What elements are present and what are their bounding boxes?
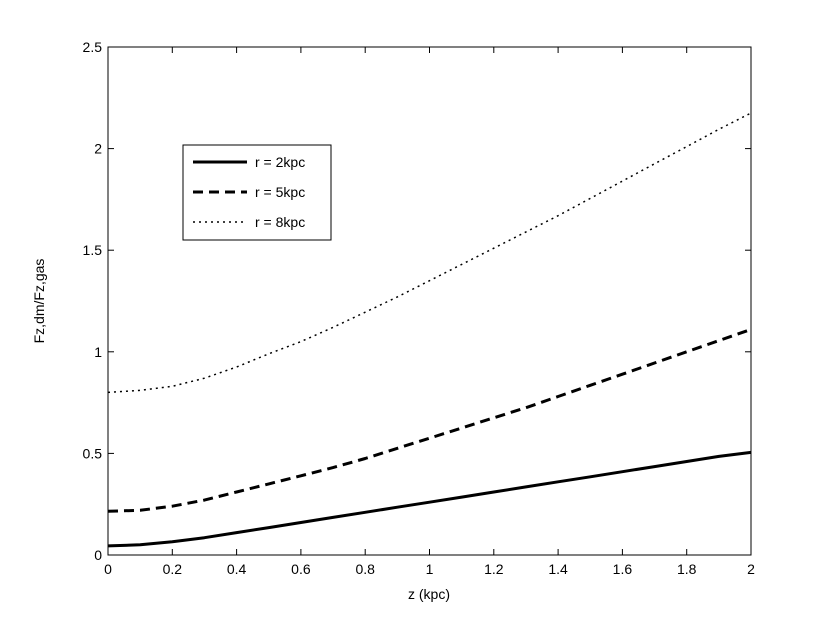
x-axis-label: z (kpc)	[408, 586, 450, 602]
legend: r = 2kpc r = 5kpc r = 8kpc	[182, 144, 332, 241]
y-tick-label: 2	[94, 141, 102, 157]
x-tick-label: 1.4	[548, 561, 568, 577]
y-tick-label: 1.5	[83, 242, 103, 258]
x-tick-label: 1.6	[613, 561, 633, 577]
x-tick-label: 0.2	[163, 561, 183, 577]
series-line-3	[107, 112, 752, 394]
x-tick-label: 0.8	[355, 561, 375, 577]
legend-label-3: r = 8kpc	[255, 214, 305, 230]
series-line-1	[107, 450, 752, 548]
legend-label-1: r = 2kpc	[255, 154, 305, 170]
y-tick-label: 0.5	[83, 445, 103, 461]
plot-area	[107, 46, 752, 556]
y-axis-label: Fz,dm/Fz,gas	[31, 259, 47, 344]
x-tick-label: 0	[104, 561, 112, 577]
y-tick-label: 2.5	[83, 39, 103, 55]
x-tick-label: 1.8	[677, 561, 697, 577]
x-tick-label: 1	[426, 561, 434, 577]
axis-ticks: 0 0.2 0.4 0.6 0.8 1 1.2 1.4 1.6 1.8 2 0 0.5 1 1.5 2 2.5	[83, 39, 756, 577]
x-tick-label: 0.6	[291, 561, 311, 577]
x-tick-label: 0.4	[227, 561, 247, 577]
legend-label-2: r = 5kpc	[255, 184, 305, 200]
x-tick-label: 2	[747, 561, 755, 577]
series-layer	[107, 112, 752, 548]
y-tick-label: 1	[94, 344, 102, 360]
x-tick-label: 1.2	[484, 561, 504, 577]
y-tick-label: 0	[94, 547, 102, 563]
